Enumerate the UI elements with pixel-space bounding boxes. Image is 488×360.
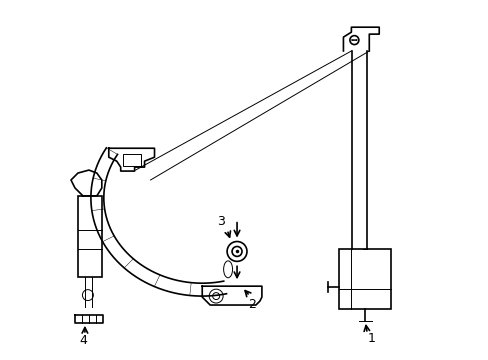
Bar	[78, 196, 102, 277]
Bar	[339, 249, 390, 309]
Text: 4: 4	[79, 334, 87, 347]
Bar	[122, 154, 141, 166]
Text: 3: 3	[217, 215, 224, 228]
Text: 2: 2	[247, 297, 255, 311]
Circle shape	[212, 293, 219, 300]
Text: 1: 1	[366, 332, 374, 345]
